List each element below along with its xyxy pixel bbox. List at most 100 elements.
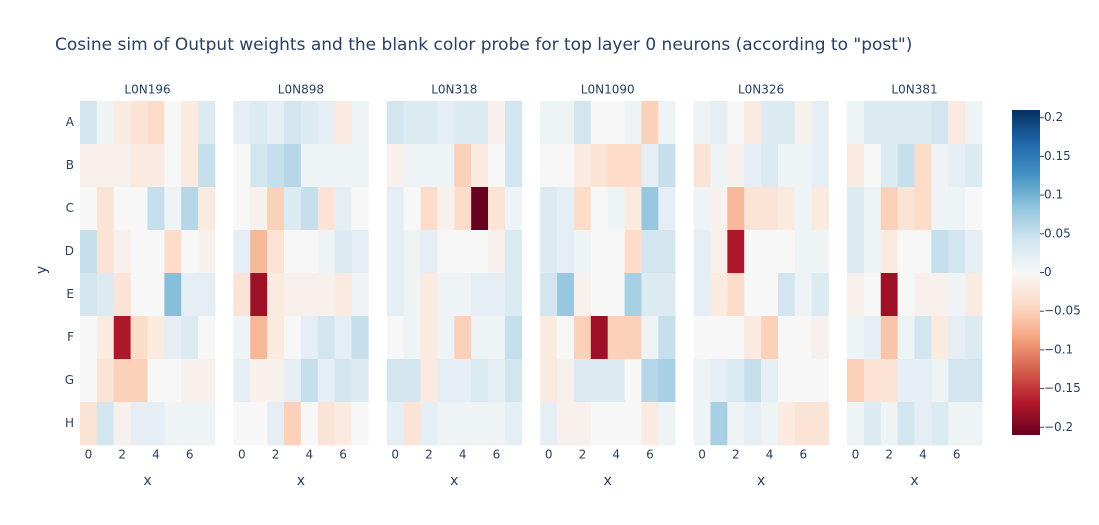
- heatmap-cell: [811, 402, 829, 446]
- heatmap-cell: [658, 101, 676, 145]
- heatmap-cell: [250, 359, 268, 403]
- heatmap-cell: [847, 402, 865, 446]
- heatmap-cell: [130, 273, 148, 317]
- heatmap-cell: [761, 359, 779, 403]
- colorbar-tick-label: 0.05: [1044, 226, 1071, 240]
- heatmap-cell: [727, 144, 745, 188]
- heatmap-cell: [250, 101, 268, 145]
- heatmap-cell: [658, 144, 676, 188]
- heatmap-cell: [96, 144, 115, 188]
- x-tick-label: 6: [953, 448, 961, 462]
- heatmap-cell: [811, 230, 829, 274]
- heatmap-cell: [744, 402, 762, 446]
- heatmap-cell: [300, 144, 319, 188]
- x-tick-label: 0: [85, 448, 93, 462]
- heatmap-cell: [181, 273, 199, 317]
- x-tick-label: 6: [799, 448, 807, 462]
- x-tick-label: 0: [238, 448, 246, 462]
- heatmap-cell: [147, 101, 165, 145]
- heatmap-cell: [504, 187, 523, 231]
- heatmap-cell: [641, 144, 659, 188]
- heatmap-cell: [727, 359, 745, 403]
- heatmap-cell: [931, 187, 949, 231]
- heatmap-cell: [351, 101, 369, 145]
- heatmap-cell: [590, 101, 608, 145]
- heatmap-cell: [96, 359, 115, 403]
- heatmap-cell: [847, 359, 865, 403]
- heatmap-cell: [811, 359, 829, 403]
- heatmap-cell: [761, 230, 779, 274]
- heatmap-cell: [658, 230, 676, 274]
- heatmap-cell: [96, 273, 115, 317]
- heatmap-cell: [164, 402, 182, 446]
- heatmap-cell: [931, 144, 949, 188]
- heatmap-cell: [471, 101, 489, 145]
- heatmap-cell: [437, 144, 455, 188]
- x-tick-label: 0: [391, 448, 399, 462]
- heatmap-cell: [351, 144, 369, 188]
- heatmap-cell: [147, 273, 165, 317]
- heatmap-cell: [641, 273, 659, 317]
- heatmap-cell: [267, 187, 285, 231]
- heatmap-cell: [113, 359, 131, 403]
- x-tick-label: 2: [272, 448, 280, 462]
- heatmap-cell: [80, 144, 98, 188]
- heatmap-cell: [863, 273, 882, 317]
- heatmap-cell: [965, 402, 983, 446]
- heatmap-cell: [744, 316, 762, 360]
- heatmap-cell: [437, 230, 455, 274]
- heatmap-cell: [847, 273, 865, 317]
- heatmap-cell: [727, 273, 745, 317]
- heatmap-cell: [386, 230, 404, 274]
- heatmap-cell: [317, 101, 335, 145]
- heatmap-cell: [777, 273, 796, 317]
- heatmap-cell: [420, 230, 438, 274]
- heatmap-cell: [897, 316, 915, 360]
- heatmap-cell: [710, 187, 728, 231]
- heatmap-cell: [80, 402, 98, 446]
- heatmap-cell: [454, 230, 472, 274]
- heatmap-cell: [880, 359, 898, 403]
- heatmap-cell: [880, 273, 898, 317]
- heatmap-cell: [250, 316, 268, 360]
- heatmap-cell: [540, 273, 558, 317]
- heatmap-cell: [454, 273, 472, 317]
- heatmap-cell: [351, 187, 369, 231]
- heatmap-cell: [317, 273, 335, 317]
- y-tick-label: B: [66, 158, 74, 172]
- heatmap-cell: [437, 273, 455, 317]
- heatmap-cell: [420, 273, 438, 317]
- heatmap-cell: [386, 187, 404, 231]
- heatmap-cell: [284, 402, 302, 446]
- heatmap-cell: [914, 273, 932, 317]
- heatmap-cell: [693, 230, 711, 274]
- heatmap-cell: [488, 144, 506, 188]
- heatmap-cell: [113, 144, 131, 188]
- heatmap-cell: [334, 402, 352, 446]
- heatmap-cell: [164, 359, 182, 403]
- heatmap-cell: [744, 144, 762, 188]
- heatmap-cell: [777, 316, 796, 360]
- heatmap-cell: [504, 402, 523, 446]
- heatmap-cell: [811, 316, 829, 360]
- heatmap-cell: [250, 230, 268, 274]
- heatmap-cell: [471, 230, 489, 274]
- subplot-title: L0N381: [891, 83, 937, 97]
- heatmap-cell: [557, 273, 575, 317]
- heatmap-cell: [794, 402, 813, 446]
- colorbar-tick-label: −0.05: [1044, 304, 1081, 318]
- heatmap-cell: [96, 101, 115, 145]
- heatmap-cell: [948, 187, 966, 231]
- heatmap-cell: [624, 316, 642, 360]
- heatmap-cell: [250, 273, 268, 317]
- heatmap-cell: [761, 273, 779, 317]
- heatmap-cell: [233, 101, 251, 145]
- heatmap-cell: [334, 144, 352, 188]
- heatmap-cell: [181, 144, 199, 188]
- heatmap-cell: [80, 230, 98, 274]
- heatmap-cell: [590, 316, 608, 360]
- colorbar-tick-label: 0: [1044, 265, 1052, 279]
- heatmap-cell: [96, 402, 115, 446]
- heatmap-cell: [931, 402, 949, 446]
